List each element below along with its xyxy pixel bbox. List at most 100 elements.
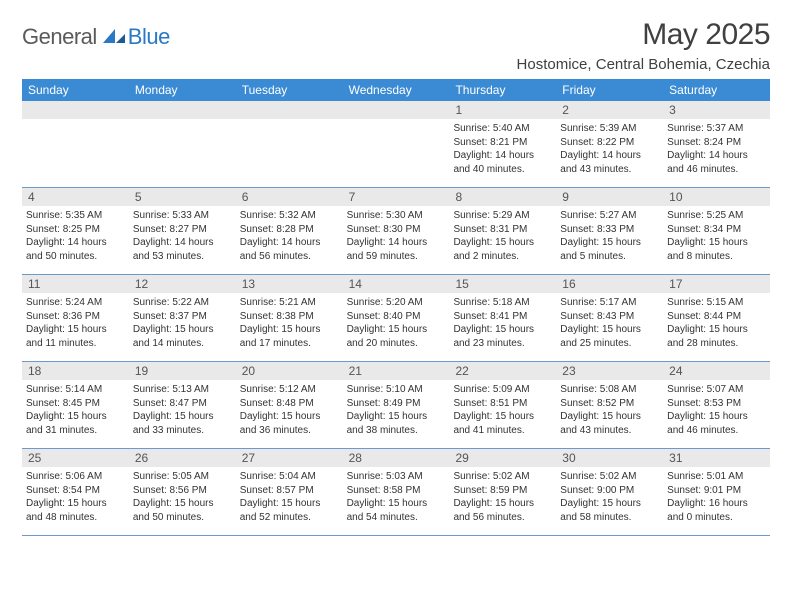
day-details: Sunrise: 5:02 AMSunset: 9:00 PMDaylight:… xyxy=(556,467,663,524)
day-number: 20 xyxy=(236,362,343,380)
week-row: 11Sunrise: 5:24 AMSunset: 8:36 PMDayligh… xyxy=(22,275,770,362)
day-details: Sunrise: 5:06 AMSunset: 8:54 PMDaylight:… xyxy=(22,467,129,524)
dayhead-sat: Saturday xyxy=(663,79,770,101)
day-details: Sunrise: 5:01 AMSunset: 9:01 PMDaylight:… xyxy=(663,467,770,524)
day-details: Sunrise: 5:25 AMSunset: 8:34 PMDaylight:… xyxy=(663,206,770,263)
logo-text-general: General xyxy=(22,24,97,50)
day-cell: 18Sunrise: 5:14 AMSunset: 8:45 PMDayligh… xyxy=(22,362,129,448)
day-number: 6 xyxy=(236,188,343,206)
day-details: Sunrise: 5:17 AMSunset: 8:43 PMDaylight:… xyxy=(556,293,663,350)
day-cell xyxy=(236,101,343,187)
day-cell: 24Sunrise: 5:07 AMSunset: 8:53 PMDayligh… xyxy=(663,362,770,448)
day-details: Sunrise: 5:37 AMSunset: 8:24 PMDaylight:… xyxy=(663,119,770,176)
day-cell: 30Sunrise: 5:02 AMSunset: 9:00 PMDayligh… xyxy=(556,449,663,535)
day-details: Sunrise: 5:05 AMSunset: 8:56 PMDaylight:… xyxy=(129,467,236,524)
day-cell: 6Sunrise: 5:32 AMSunset: 8:28 PMDaylight… xyxy=(236,188,343,274)
day-cell: 16Sunrise: 5:17 AMSunset: 8:43 PMDayligh… xyxy=(556,275,663,361)
day-details: Sunrise: 5:32 AMSunset: 8:28 PMDaylight:… xyxy=(236,206,343,263)
day-details: Sunrise: 5:08 AMSunset: 8:52 PMDaylight:… xyxy=(556,380,663,437)
day-number: 1 xyxy=(449,101,556,119)
day-number: 22 xyxy=(449,362,556,380)
day-cell: 13Sunrise: 5:21 AMSunset: 8:38 PMDayligh… xyxy=(236,275,343,361)
day-number: 16 xyxy=(556,275,663,293)
day-cell xyxy=(22,101,129,187)
day-number: 18 xyxy=(22,362,129,380)
day-cell: 15Sunrise: 5:18 AMSunset: 8:41 PMDayligh… xyxy=(449,275,556,361)
day-cell: 11Sunrise: 5:24 AMSunset: 8:36 PMDayligh… xyxy=(22,275,129,361)
day-details: Sunrise: 5:18 AMSunset: 8:41 PMDaylight:… xyxy=(449,293,556,350)
day-number xyxy=(236,101,343,119)
day-number xyxy=(22,101,129,119)
day-cell xyxy=(343,101,450,187)
day-number: 25 xyxy=(22,449,129,467)
weeks-container: 1Sunrise: 5:40 AMSunset: 8:21 PMDaylight… xyxy=(22,101,770,536)
day-number: 8 xyxy=(449,188,556,206)
day-details: Sunrise: 5:27 AMSunset: 8:33 PMDaylight:… xyxy=(556,206,663,263)
day-cell: 9Sunrise: 5:27 AMSunset: 8:33 PMDaylight… xyxy=(556,188,663,274)
day-cell: 14Sunrise: 5:20 AMSunset: 8:40 PMDayligh… xyxy=(343,275,450,361)
day-number: 3 xyxy=(663,101,770,119)
day-cell: 28Sunrise: 5:03 AMSunset: 8:58 PMDayligh… xyxy=(343,449,450,535)
day-header-row: Sunday Monday Tuesday Wednesday Thursday… xyxy=(22,79,770,101)
day-number xyxy=(129,101,236,119)
location: Hostomice, Central Bohemia, Czechia xyxy=(517,56,770,73)
day-cell: 17Sunrise: 5:15 AMSunset: 8:44 PMDayligh… xyxy=(663,275,770,361)
day-number: 21 xyxy=(343,362,450,380)
day-number: 26 xyxy=(129,449,236,467)
calendar: Sunday Monday Tuesday Wednesday Thursday… xyxy=(22,79,770,536)
week-row: 4Sunrise: 5:35 AMSunset: 8:25 PMDaylight… xyxy=(22,188,770,275)
day-details: Sunrise: 5:14 AMSunset: 8:45 PMDaylight:… xyxy=(22,380,129,437)
day-details: Sunrise: 5:21 AMSunset: 8:38 PMDaylight:… xyxy=(236,293,343,350)
day-number: 27 xyxy=(236,449,343,467)
dayhead-wed: Wednesday xyxy=(343,79,450,101)
day-details: Sunrise: 5:20 AMSunset: 8:40 PMDaylight:… xyxy=(343,293,450,350)
day-number: 17 xyxy=(663,275,770,293)
day-number: 11 xyxy=(22,275,129,293)
day-cell: 8Sunrise: 5:29 AMSunset: 8:31 PMDaylight… xyxy=(449,188,556,274)
day-cell: 23Sunrise: 5:08 AMSunset: 8:52 PMDayligh… xyxy=(556,362,663,448)
day-details: Sunrise: 5:02 AMSunset: 8:59 PMDaylight:… xyxy=(449,467,556,524)
day-number: 29 xyxy=(449,449,556,467)
dayhead-thu: Thursday xyxy=(449,79,556,101)
day-cell: 1Sunrise: 5:40 AMSunset: 8:21 PMDaylight… xyxy=(449,101,556,187)
logo: General Blue xyxy=(22,24,170,50)
day-number: 28 xyxy=(343,449,450,467)
day-details: Sunrise: 5:03 AMSunset: 8:58 PMDaylight:… xyxy=(343,467,450,524)
day-details: Sunrise: 5:33 AMSunset: 8:27 PMDaylight:… xyxy=(129,206,236,263)
day-number: 14 xyxy=(343,275,450,293)
day-number: 4 xyxy=(22,188,129,206)
day-details: Sunrise: 5:15 AMSunset: 8:44 PMDaylight:… xyxy=(663,293,770,350)
day-cell: 22Sunrise: 5:09 AMSunset: 8:51 PMDayligh… xyxy=(449,362,556,448)
dayhead-fri: Friday xyxy=(556,79,663,101)
header: General Blue May 2025 Hostomice, Central… xyxy=(22,18,770,73)
week-row: 1Sunrise: 5:40 AMSunset: 8:21 PMDaylight… xyxy=(22,101,770,188)
day-details: Sunrise: 5:29 AMSunset: 8:31 PMDaylight:… xyxy=(449,206,556,263)
logo-sail-icon xyxy=(101,27,127,45)
month-title: May 2025 xyxy=(517,18,770,52)
day-number: 5 xyxy=(129,188,236,206)
day-cell: 20Sunrise: 5:12 AMSunset: 8:48 PMDayligh… xyxy=(236,362,343,448)
day-cell: 27Sunrise: 5:04 AMSunset: 8:57 PMDayligh… xyxy=(236,449,343,535)
day-number: 9 xyxy=(556,188,663,206)
day-number: 30 xyxy=(556,449,663,467)
day-cell: 31Sunrise: 5:01 AMSunset: 9:01 PMDayligh… xyxy=(663,449,770,535)
day-cell: 21Sunrise: 5:10 AMSunset: 8:49 PMDayligh… xyxy=(343,362,450,448)
week-row: 18Sunrise: 5:14 AMSunset: 8:45 PMDayligh… xyxy=(22,362,770,449)
day-number: 7 xyxy=(343,188,450,206)
day-cell: 26Sunrise: 5:05 AMSunset: 8:56 PMDayligh… xyxy=(129,449,236,535)
day-cell: 25Sunrise: 5:06 AMSunset: 8:54 PMDayligh… xyxy=(22,449,129,535)
day-number: 15 xyxy=(449,275,556,293)
day-cell: 4Sunrise: 5:35 AMSunset: 8:25 PMDaylight… xyxy=(22,188,129,274)
day-cell xyxy=(129,101,236,187)
day-cell: 19Sunrise: 5:13 AMSunset: 8:47 PMDayligh… xyxy=(129,362,236,448)
day-cell: 7Sunrise: 5:30 AMSunset: 8:30 PMDaylight… xyxy=(343,188,450,274)
page: General Blue May 2025 Hostomice, Central… xyxy=(0,0,792,536)
dayhead-sun: Sunday xyxy=(22,79,129,101)
day-number: 31 xyxy=(663,449,770,467)
dayhead-mon: Monday xyxy=(129,79,236,101)
day-details: Sunrise: 5:04 AMSunset: 8:57 PMDaylight:… xyxy=(236,467,343,524)
day-number xyxy=(343,101,450,119)
day-number: 13 xyxy=(236,275,343,293)
day-details: Sunrise: 5:39 AMSunset: 8:22 PMDaylight:… xyxy=(556,119,663,176)
day-details: Sunrise: 5:24 AMSunset: 8:36 PMDaylight:… xyxy=(22,293,129,350)
